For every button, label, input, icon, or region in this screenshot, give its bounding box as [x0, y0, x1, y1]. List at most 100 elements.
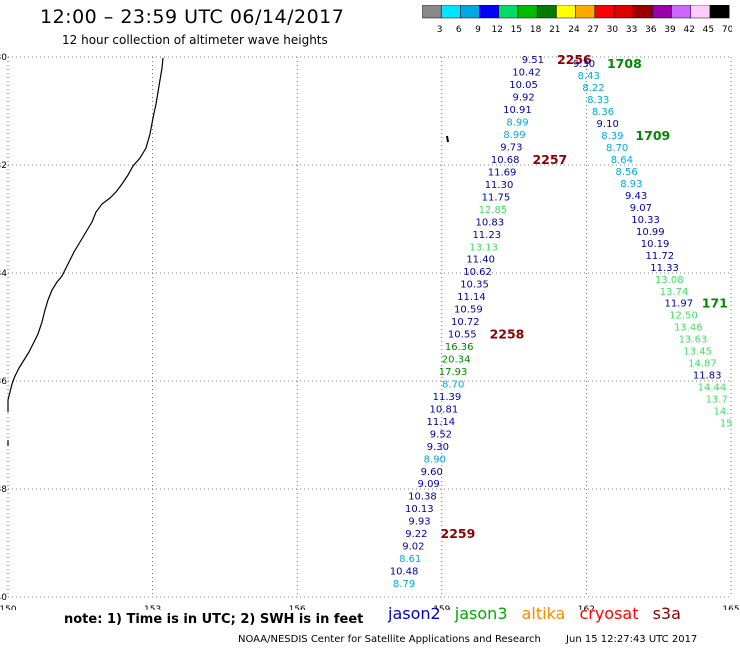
swh-reading: 8.99 [506, 118, 528, 129]
lon-tick-label: 159 [433, 605, 450, 610]
legend-s3a: s3a [652, 604, 681, 623]
legend-jason2: jason2 [388, 604, 441, 623]
swh-reading: 9.93 [408, 517, 430, 528]
swh-reading: 10.55 [448, 330, 477, 341]
colorbar-label: 12 [491, 25, 502, 35]
swh-reading: 11.33 [650, 263, 679, 274]
lon-tick-label: 153 [144, 605, 161, 610]
swh-reading: 9.52 [430, 429, 452, 440]
swh-reading: 10.35 [460, 280, 489, 291]
swh-reading: 9.22 [405, 529, 427, 540]
swh-reading: 9.60 [421, 467, 443, 478]
swh-reading: 10.19 [641, 239, 670, 250]
swh-reading: 9.07 [630, 203, 652, 214]
colorbar-swatch [709, 5, 730, 19]
colorbar-label: 27 [587, 25, 598, 35]
legend-altika: altika [521, 604, 566, 623]
swh-reading: 8.43 [578, 71, 600, 82]
swh-reading: 13.7 [706, 395, 728, 406]
swh-reading: 13.63 [679, 335, 708, 346]
swh-reading: 16.36 [445, 342, 474, 353]
legend-jason3: jason3 [454, 604, 508, 623]
swh-reading: 10.13 [405, 504, 434, 515]
page-title: 12:00 – 23:59 UTC 06/14/2017 [40, 6, 345, 28]
lon-tick-label: 165 [722, 605, 739, 610]
colorbar-label: 6 [456, 25, 462, 35]
swh-reading: 8.90 [424, 454, 446, 465]
swh-reading: 17.93 [439, 367, 468, 378]
islet-mark [446, 135, 449, 143]
swh-reading: 13.74 [660, 287, 689, 298]
swh-reading: 11.40 [466, 255, 495, 266]
coastline [7, 57, 449, 446]
lat-tick-label: -38 [0, 485, 7, 495]
footer-timestamp: Jun 15 12:27:43 UTC 2017 [566, 634, 698, 645]
map-grid: 150 153 156 159 162 165 -30 -32 -34 -36 -38 -40 [0, 53, 740, 610]
lon-tick-label: 150 [0, 605, 17, 610]
swh-reading: 8.99 [503, 130, 525, 141]
swh-reading: 9.51 [522, 55, 544, 66]
time-label: 2257 [532, 152, 567, 167]
lat-tick-label: -34 [0, 269, 7, 279]
swh-reading: 12.50 [669, 311, 698, 322]
colorbar-label: 18 [530, 25, 542, 35]
swh-reading: 10.68 [491, 155, 520, 166]
swh-reading: 11.39 [433, 392, 462, 403]
swh-reading: 8.61 [399, 554, 421, 565]
swh-reading: 12.85 [479, 205, 508, 216]
legend-cryosat: cryosat [579, 604, 639, 623]
swh-reading: 10.81 [430, 404, 459, 415]
swh-reading: 8.70 [442, 379, 464, 390]
coastline-path [7, 57, 164, 412]
colorbar-label: 33 [626, 25, 637, 35]
swh-reading: 10.48 [390, 567, 419, 578]
satellite-legend: jason2 jason3 altika cryosat s3a [388, 604, 690, 623]
swh-reading: 15 [720, 419, 733, 430]
lat-tick-label: -40 [0, 593, 7, 603]
swh-reading: 9.73 [500, 143, 522, 154]
time-label: 1708 [607, 56, 642, 71]
swh-reading: 13.08 [655, 275, 684, 286]
swh-reading: 11.30 [485, 180, 514, 191]
swh-reading: 10.33 [631, 215, 660, 226]
lat-tick-label: -32 [0, 161, 7, 171]
swh-reading: 11.75 [482, 192, 511, 203]
swh-reading: 11.83 [693, 371, 722, 382]
swh-reading: 9.92 [513, 93, 535, 104]
swh-reading: 13.46 [674, 323, 703, 334]
swh-reading: 10.91 [503, 105, 532, 116]
colorbar-label: 21 [549, 25, 560, 35]
swh-reading: 11.69 [488, 167, 517, 178]
swh-reading: 10.59 [454, 305, 483, 316]
footnote: note: 1) Time is in UTC; 2) SWH is in fe… [64, 612, 364, 627]
swh-reading: 11.97 [664, 299, 693, 310]
colorbar-label: 30 [607, 25, 619, 35]
page-subtitle: 12 hour collection of altimeter wave hei… [62, 33, 328, 47]
footer-credit: NOAA/NESDIS Center for Satellite Applica… [238, 634, 541, 645]
swh-reading: 8.36 [592, 107, 614, 118]
swh-reading: 14.87 [688, 359, 717, 370]
swh-reading: 8.39 [601, 131, 623, 142]
swh-reading: 11.72 [646, 251, 675, 262]
swh-reading: 10.72 [451, 317, 480, 328]
time-label: 2258 [490, 327, 525, 342]
swh-reading: 14. [713, 407, 729, 418]
time-label: 2256 [557, 52, 592, 67]
colorbar-label: 70 [722, 25, 732, 35]
swh-reading: 8.56 [616, 167, 638, 178]
time-label: 171 [702, 296, 728, 311]
swh-reading: 9.30 [573, 59, 595, 70]
swh-reading: 10.05 [509, 80, 538, 91]
swh-reading: 9.43 [625, 191, 647, 202]
colorbar-label: 39 [664, 25, 676, 35]
swh-reading: 11.23 [472, 230, 501, 241]
swh-reading: 8.93 [620, 179, 642, 190]
altimeter-map: 150 153 156 159 162 165 -30 -32 -34 -36 -38 -40 9.5… [0, 52, 740, 610]
lon-tick-label: 162 [578, 605, 595, 610]
swh-reading: 9.10 [597, 119, 619, 130]
swh-reading: 11.14 [457, 292, 486, 303]
colorbar-label: 15 [511, 25, 522, 35]
colorbar-label: 9 [475, 25, 481, 35]
